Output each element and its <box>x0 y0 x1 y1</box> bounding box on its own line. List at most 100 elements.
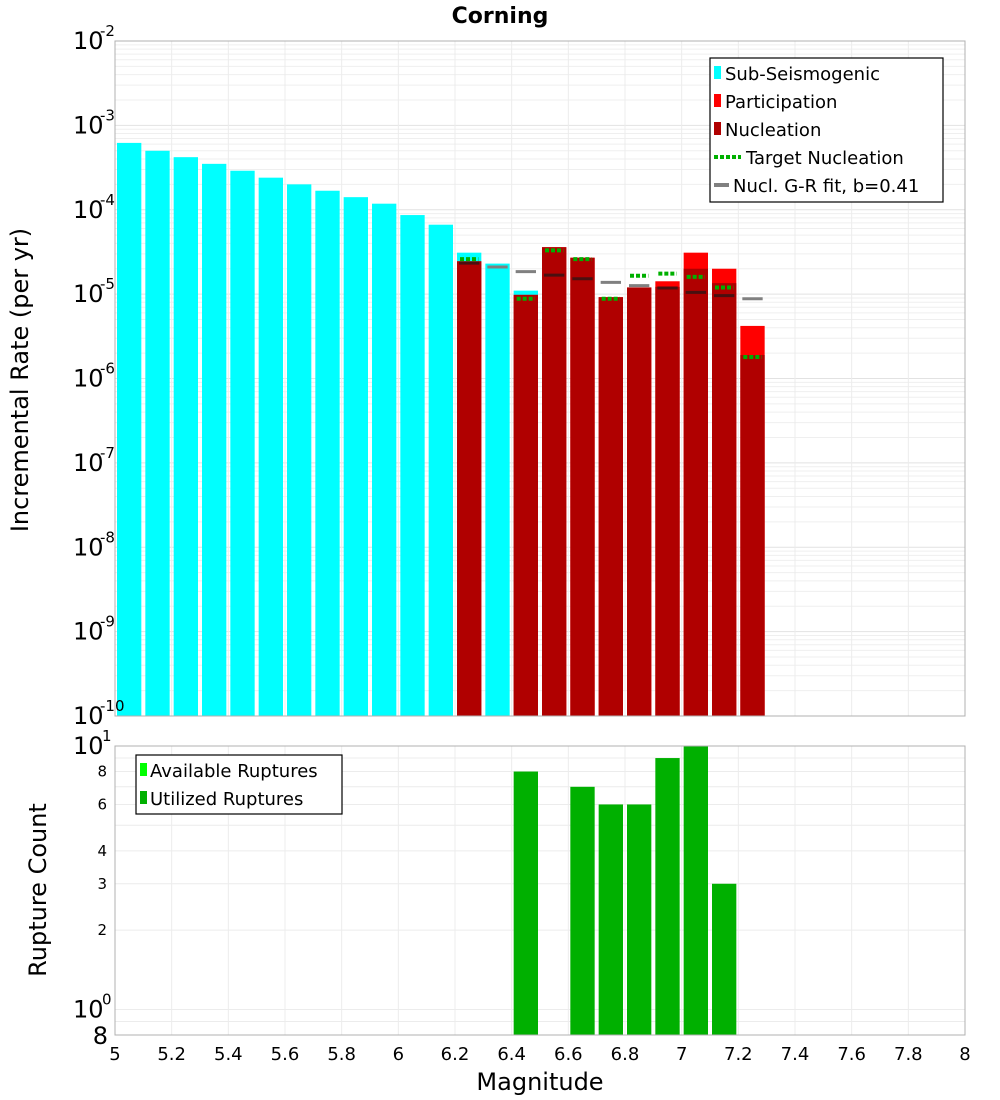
bar-nucleation <box>513 294 538 716</box>
legend-swatch-nucleation <box>714 122 721 135</box>
bar-utilized-ruptures <box>570 786 595 1035</box>
bottom-y-tick-label: 4 <box>97 842 107 860</box>
bottom-y-tick-label: 2 <box>97 921 107 939</box>
y-tick-exponent: -7 <box>100 444 115 462</box>
x-tick-label: 5.6 <box>271 1044 300 1065</box>
bottom-y-axis-label: Rupture Count <box>24 803 52 977</box>
bar-nucleation <box>598 297 623 716</box>
y-tick-label: 10 <box>73 618 104 646</box>
y-tick-label: 10 <box>73 702 104 730</box>
bar-utilized-ruptures <box>598 804 623 1035</box>
bar-nucleation <box>712 283 737 716</box>
x-tick-label: 7 <box>676 1044 687 1065</box>
y-tick-exponent: -5 <box>100 275 115 293</box>
bar-sub-seismogenic <box>145 150 170 716</box>
bar-sub-seismogenic <box>173 157 198 717</box>
x-tick-label: 8 <box>959 1044 970 1065</box>
x-tick-label: 7.6 <box>837 1044 866 1065</box>
y-tick-label: 10 <box>73 449 104 477</box>
bar-sub-seismogenic <box>117 142 142 716</box>
legend-swatch-sub-seismogenic <box>714 66 721 79</box>
bar-sub-seismogenic <box>315 190 340 717</box>
legend-swatch-participation <box>714 94 721 107</box>
x-tick-label: 5.2 <box>157 1044 186 1065</box>
bottom-y-tick-label: 8 <box>97 763 107 781</box>
bottom-y-tick-label: 3 <box>97 875 107 893</box>
bar-sub-seismogenic <box>287 184 312 717</box>
bar-utilized-ruptures <box>683 746 708 1035</box>
bottom-bars <box>513 746 737 1035</box>
x-tick-label: 6.8 <box>611 1044 640 1065</box>
x-tick-label: 6 <box>393 1044 404 1065</box>
legend-label-participation: Participation <box>725 92 837 113</box>
bottom-plot-border <box>114 745 966 1036</box>
bar-nucleation <box>627 287 652 716</box>
y-tick-label: 10 <box>73 365 104 393</box>
x-tick-label: 7.2 <box>724 1044 753 1065</box>
x-tick-label: 6.2 <box>441 1044 470 1065</box>
top-gridlines <box>114 41 966 717</box>
top-plot: 10-210-310-410-510-610-710-810-910-10 In… <box>6 22 966 730</box>
bottom-y-tick-exponent: 1 <box>102 727 112 745</box>
bar-utilized-ruptures <box>513 771 538 1035</box>
x-tick-label: 7.8 <box>894 1044 923 1065</box>
bottom-y-tick-bottom: 8 <box>93 1022 108 1050</box>
y-tick-exponent: -4 <box>100 191 115 209</box>
bar-nucleation <box>570 257 595 716</box>
bar-nucleation <box>542 247 567 716</box>
bar-nucleation <box>655 286 680 716</box>
y-tick-label: 10 <box>73 280 104 308</box>
legend-label-gr-fit: Nucl. G-R fit, b=0.41 <box>733 176 919 197</box>
bar-sub-seismogenic <box>343 197 368 716</box>
bottom-legend-box <box>135 754 343 815</box>
top-legend: Sub-Seismogenic Participation Nucleation… <box>709 57 944 203</box>
x-tick-label: 5.8 <box>327 1044 356 1065</box>
bar-sub-seismogenic <box>258 177 283 716</box>
legend-label-nucleation: Nucleation <box>725 120 821 141</box>
top-plot-border <box>114 40 966 717</box>
bar-utilized-ruptures <box>712 883 737 1035</box>
y-tick-label: 10 <box>73 196 104 224</box>
y-tick-label: 10 <box>73 111 104 139</box>
legend-label-target-nucleation: Target Nucleation <box>745 148 904 169</box>
x-tick-label: 6.4 <box>497 1044 526 1065</box>
top-y-tick-labels: 10-210-310-410-510-610-710-810-910-10 <box>73 22 125 730</box>
bar-sub-seismogenic <box>428 224 453 717</box>
bar-nucleation <box>740 354 765 716</box>
legend-label-available: Available Ruptures <box>150 761 318 782</box>
y-tick-label: 10 <box>73 27 104 55</box>
bar-sub-seismogenic <box>372 203 397 717</box>
bottom-y-tick-label: 6 <box>97 795 107 813</box>
y-tick-exponent: -2 <box>100 22 115 40</box>
top-bars <box>117 142 765 717</box>
bar-nucleation <box>457 261 482 716</box>
legend-label-utilized: Utilized Ruptures <box>150 789 303 810</box>
legend-swatch-available <box>140 763 147 776</box>
bar-utilized-ruptures <box>655 758 680 1035</box>
legend-swatch-utilized <box>140 791 147 804</box>
bar-sub-seismogenic <box>400 215 425 716</box>
bar-sub-seismogenic <box>485 263 510 716</box>
y-tick-exponent: -10 <box>100 697 125 715</box>
top-y-axis-label: Incremental Rate (per yr) <box>6 228 34 532</box>
y-tick-exponent: -3 <box>100 106 115 124</box>
bar-utilized-ruptures <box>627 804 652 1035</box>
x-tick-label: 5.4 <box>214 1044 243 1065</box>
bar-nucleation <box>683 268 708 716</box>
x-tick-label: 6.6 <box>554 1044 583 1065</box>
y-tick-exponent: -8 <box>100 528 115 546</box>
legend-label-sub-seismogenic: Sub-Seismogenic <box>725 64 880 85</box>
bar-sub-seismogenic <box>202 163 227 717</box>
bottom-y-tick-major: 10 <box>73 995 104 1023</box>
bottom-legend: Available Ruptures Utilized Ruptures <box>135 754 343 815</box>
y-tick-label: 10 <box>73 533 104 561</box>
x-tick-label: 7.4 <box>781 1044 810 1065</box>
y-tick-exponent: -9 <box>100 613 115 631</box>
top-line-marks <box>459 248 763 359</box>
bar-sub-seismogenic <box>230 170 255 716</box>
x-axis-label: Magnitude <box>476 1068 603 1096</box>
bottom-y-tick-exponent: 0 <box>102 990 112 1008</box>
